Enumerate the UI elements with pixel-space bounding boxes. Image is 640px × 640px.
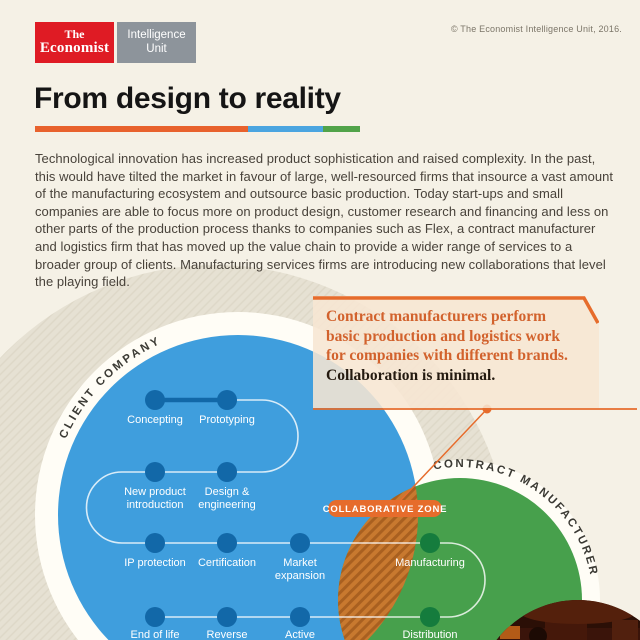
publisher-logo: The Economist Intelligence Unit (35, 22, 196, 63)
svg-text:IP protection: IP protection (124, 557, 186, 569)
svg-text:Distribution: Distribution (402, 629, 457, 640)
intelligence-unit-logo: Intelligence Unit (117, 22, 196, 63)
node-active: Active (285, 607, 315, 640)
node-concepting: Concepting (127, 390, 183, 426)
svg-text:Certification: Certification (198, 557, 256, 569)
node-reverse: Reverse (207, 607, 248, 640)
node-ip-protection: IP protection (124, 533, 186, 569)
svg-text:Prototyping: Prototyping (199, 414, 255, 426)
page-title: From design to reality (34, 82, 341, 115)
svg-text:Concepting: Concepting (127, 414, 183, 426)
node-end-of-life: End of life (131, 607, 180, 640)
svg-text:End of life: End of life (131, 629, 180, 640)
node-certification: Certification (198, 533, 256, 569)
callout-text: Contract manufacturers perform basic pro… (326, 307, 588, 385)
bar-segment-orange (35, 126, 248, 132)
node-market-expansion: Market expansion (275, 533, 325, 582)
svg-text:Design &engineering: Design & engineering (198, 486, 256, 511)
node-prototyping: Prototyping (199, 390, 255, 426)
economist-logo-line1: The (64, 27, 85, 42)
bar-segment-green (323, 126, 360, 132)
node-distribution: Distribution (402, 607, 458, 640)
intelligence-unit-line2: Unit (146, 42, 167, 55)
factory-photo (475, 600, 640, 640)
intelligence-unit-line1: Intelligence (127, 28, 186, 41)
svg-text:COLLABORATIVE ZONE: COLLABORATIVE ZONE (323, 504, 448, 515)
callout-box: Contract manufacturers perform basic pro… (313, 296, 599, 408)
node-new-product-introduction: New product introduction (124, 462, 186, 511)
bar-segment-blue (248, 126, 323, 132)
economist-logo-line2: Economist (39, 39, 110, 56)
callout-top-border (313, 296, 599, 324)
callout-line-1: Contract manufacturers perform (326, 308, 547, 325)
process-path (85, 399, 486, 618)
title-underline-bar (35, 126, 360, 132)
copyright-notice: © The Economist Intelligence Unit, 2016. (450, 24, 622, 34)
svg-text:Active: Active (285, 629, 315, 640)
intro-paragraph: Technological innovation has increased p… (35, 151, 614, 290)
collaborative-zone-pill: COLLABORATIVE ZONE (323, 500, 448, 517)
callout-line-2: basic production and logistics work (326, 327, 560, 345)
svg-text:Manufacturing: Manufacturing (395, 557, 465, 569)
node-design-engineering: Design & engineering (198, 462, 256, 511)
callout-pointer-line (398, 408, 488, 503)
economist-logo: The Economist (35, 22, 114, 63)
callout-emphasis: Collaboration is minimal. (326, 366, 496, 384)
callout-line-3: for companies with different brands. (326, 347, 568, 364)
svg-text:Reverse: Reverse (207, 629, 248, 640)
node-manufacturing: Manufacturing (395, 533, 465, 569)
client-company-circle (58, 335, 418, 640)
